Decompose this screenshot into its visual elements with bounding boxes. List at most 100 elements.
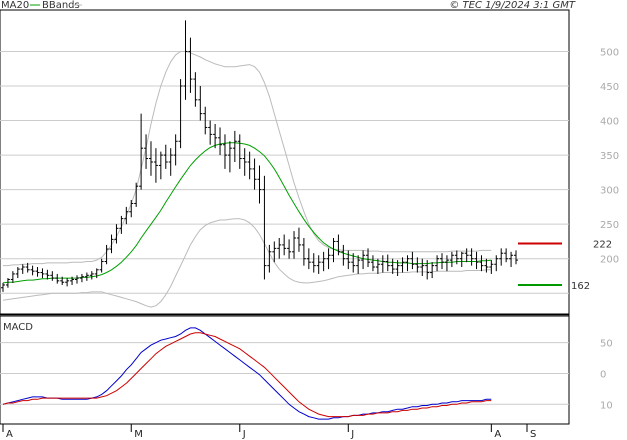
ohlc-bar [336, 234, 341, 256]
price-y-tick-label: 200 [600, 255, 619, 266]
ohlc-bar [94, 268, 99, 279]
ohlc-bar [65, 278, 70, 287]
ohlc-bar [232, 130, 237, 162]
resistance-label: 222 [593, 240, 612, 251]
price-bars [1, 20, 518, 292]
ohlc-bar [306, 248, 311, 270]
ohlc-bar [326, 248, 331, 270]
ohlc-bar [74, 275, 79, 284]
ohlc-bar [79, 273, 84, 283]
ohlc-bar [134, 182, 139, 207]
ohlc-bar [410, 251, 415, 270]
ohlc-bar [213, 124, 218, 149]
ohlc-bar [139, 113, 144, 190]
ohlc-bar [464, 248, 469, 263]
ohlc-bar [119, 215, 124, 234]
ohlc-bar [5, 278, 10, 288]
ohlc-bar [361, 250, 366, 270]
ohlc-bar [89, 271, 94, 280]
macd-y-tick-label: 0 [600, 369, 606, 380]
ohlc-bar [380, 255, 385, 273]
ohlc-bar [366, 248, 371, 268]
price-panel-frame [0, 9, 570, 315]
ohlc-bar [375, 258, 380, 274]
ohlc-bar [84, 272, 89, 281]
ohlc-bar [316, 255, 321, 274]
ohlc-bar [227, 141, 232, 173]
price-y-tick-label: 250 [600, 220, 619, 231]
ohlc-bar [449, 251, 454, 268]
ma20-path [2, 142, 492, 284]
ohlc-bar [489, 260, 494, 274]
ohlc-bar [292, 231, 297, 259]
x-month-label: J [242, 429, 246, 440]
ohlc-bar [484, 258, 489, 273]
bband-upper-line [3, 51, 492, 267]
x-month-label: M [134, 429, 143, 440]
ohlc-bar [257, 165, 262, 204]
ohlc-bar [272, 241, 277, 263]
x-month-label: A [494, 429, 501, 440]
ohlc-bar [203, 106, 208, 135]
ohlc-bar [356, 255, 361, 274]
ohlc-bar [370, 255, 375, 272]
macd-y-tick-label: 10 [600, 400, 613, 411]
macd-gridlines [0, 342, 569, 405]
ohlc-bar [341, 244, 346, 266]
ohlc-bar [247, 151, 252, 180]
ohlc-bar [144, 134, 149, 169]
legend-bb-label: BBands [42, 0, 80, 11]
price-y-tick-label: 450 [600, 82, 619, 93]
ohlc-bar [494, 255, 499, 272]
macd-panel-frame [0, 315, 570, 425]
macd-y-ticks: 50 0 10 [600, 339, 613, 412]
ohlc-bar [351, 253, 356, 273]
ohlc-bar [415, 257, 420, 273]
ohlc-bar [188, 37, 193, 93]
ohlc-bar [390, 258, 395, 274]
copyright-text: © TEC 1/9/2024 3:1 GMT [449, 0, 576, 11]
ohlc-bar [237, 134, 242, 169]
ohlc-bar [124, 206, 129, 225]
x-month-label: A [6, 429, 13, 440]
ohlc-bar [420, 258, 425, 276]
ohlc-bar [311, 253, 316, 273]
ohlc-bar [425, 260, 430, 280]
ohlc-bar [158, 151, 163, 180]
ohlc-bar [277, 238, 282, 259]
ohlc-bar [296, 227, 301, 252]
x-month-label: S [530, 429, 536, 440]
ohlc-bar [35, 267, 40, 277]
price-y-ticks: 500 450 400 350 300 250 200 [600, 47, 619, 265]
ohlc-bar [109, 234, 114, 254]
ohlc-bar [242, 148, 247, 176]
ohlc-bar [321, 251, 326, 272]
legend-ma-label: MA20 [1, 0, 29, 11]
ohlc-bar [60, 276, 65, 285]
ohlc-bar [514, 250, 518, 265]
ohlc-bar [178, 79, 183, 149]
ohlc-bar [20, 264, 25, 274]
ohlc-bar [50, 271, 55, 281]
ohlc-bar [282, 234, 287, 256]
macd-y-tick-label: 50 [600, 339, 613, 350]
ohlc-bar [444, 255, 449, 272]
ohlc-bar [440, 253, 445, 270]
price-y-tick-label: 300 [600, 186, 619, 197]
ohlc-bar [430, 262, 435, 279]
ohlc-bar [346, 250, 351, 270]
ma20-line [2, 142, 492, 284]
ohlc-bar [104, 244, 109, 265]
ohlc-bar [70, 276, 75, 285]
ohlc-bar [114, 224, 119, 244]
support-label: 162 [571, 281, 590, 292]
ohlc-bar [129, 200, 134, 218]
ohlc-bar [459, 251, 464, 268]
ohlc-bar [301, 238, 306, 266]
ohlc-bar [198, 86, 203, 121]
macd-label: MACD [3, 322, 33, 333]
ohlc-bar [504, 248, 509, 263]
ohlc-bar [218, 127, 223, 156]
